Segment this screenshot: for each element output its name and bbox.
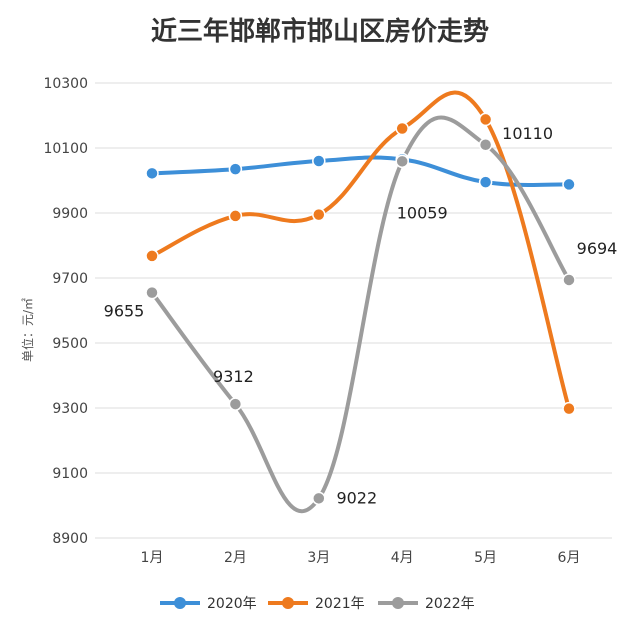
y-tick-label: 9500 xyxy=(52,336,88,352)
data-label: 9312 xyxy=(213,367,254,386)
data-point xyxy=(562,177,576,192)
data-labels: 9655 9312 9022 10059 10110 9694 xyxy=(104,124,618,508)
y-axis-label: 单位：元/㎡ xyxy=(20,298,35,362)
data-point xyxy=(478,112,493,127)
series-lines xyxy=(150,90,571,514)
data-label: 9694 xyxy=(577,239,618,258)
data-point xyxy=(562,401,576,416)
legend-label: 2020年 xyxy=(207,596,257,612)
legend-label: 2021年 xyxy=(315,596,365,612)
data-point xyxy=(145,285,159,300)
chart-title: 近三年邯郸市邯山区房价走势 xyxy=(151,16,489,47)
data-label: 9022 xyxy=(336,488,377,507)
gridlines xyxy=(95,82,612,539)
x-tick-labels: 1月 2月 3月 4月 5月 6月 xyxy=(141,550,581,566)
legend-swatch-marker xyxy=(174,597,186,609)
data-point xyxy=(145,166,159,181)
data-points xyxy=(145,112,576,506)
x-tick-label: 5月 xyxy=(474,550,497,566)
data-point xyxy=(312,491,326,506)
data-point xyxy=(312,207,326,222)
x-tick-label: 3月 xyxy=(307,550,330,566)
y-tick-label: 9700 xyxy=(52,271,88,287)
y-tick-labels: 8900 9100 9300 9500 9700 9900 10100 10300 xyxy=(43,76,88,547)
x-tick-label: 2月 xyxy=(224,550,247,566)
x-tick-label: 1月 xyxy=(141,550,164,566)
data-point xyxy=(312,154,326,168)
data-point xyxy=(228,397,243,411)
data-point xyxy=(478,175,493,189)
data-point xyxy=(562,273,576,287)
legend-swatch-marker xyxy=(392,597,404,609)
y-tick-label: 10300 xyxy=(43,76,88,92)
x-tick-label: 6月 xyxy=(558,550,581,566)
data-point xyxy=(395,121,409,136)
y-tick-label: 9100 xyxy=(52,466,88,482)
y-tick-label: 9300 xyxy=(52,401,88,417)
series-line-0 xyxy=(150,155,571,187)
y-tick-label: 8900 xyxy=(52,531,88,547)
data-point xyxy=(478,138,493,152)
legend: 2020年 2021年 2022年 xyxy=(160,596,475,612)
legend-swatch-marker xyxy=(282,597,294,609)
data-point xyxy=(395,154,409,169)
y-tick-label: 9900 xyxy=(52,206,88,222)
data-label: 10110 xyxy=(502,124,553,143)
data-point xyxy=(145,249,159,263)
data-point xyxy=(228,162,243,176)
x-tick-label: 4月 xyxy=(391,550,414,566)
data-label: 10059 xyxy=(397,203,448,222)
series-line-2 xyxy=(150,115,571,514)
data-point xyxy=(228,209,243,223)
legend-label: 2022年 xyxy=(425,596,475,612)
y-tick-label: 10100 xyxy=(43,141,88,157)
data-label: 9655 xyxy=(104,302,145,321)
